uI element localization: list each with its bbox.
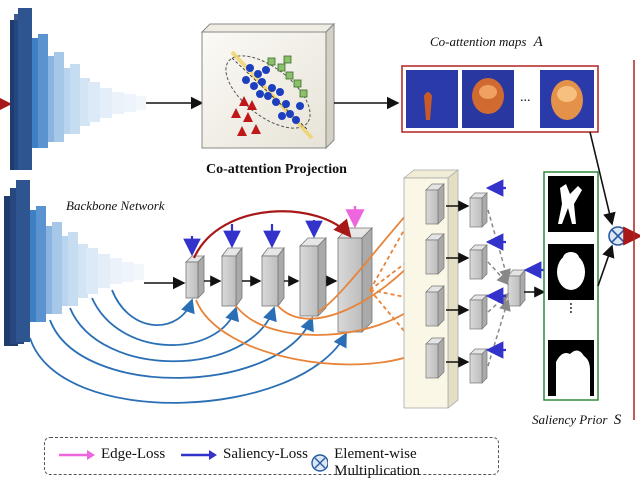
side-saliency-loss-arrows [485, 179, 544, 359]
saliency-loss-legend-arrow [181, 449, 217, 460]
fusion-block-1 [425, 183, 445, 225]
maps-ellipsis: ... [520, 90, 531, 105]
fusion-block-3 [425, 285, 445, 327]
feature-block-4 [299, 237, 327, 317]
top-backbone [0, 8, 204, 170]
saliency-map-2 [548, 244, 594, 300]
prior-ellipsis: ... [566, 302, 583, 314]
multiplication-icon [311, 454, 329, 472]
coattention-maps-symbol: A [533, 34, 543, 50]
legend-saliency-loss: Saliency-Loss [179, 446, 308, 463]
decoder-saliency-loss-arrows [183, 220, 323, 257]
side-block-1 [469, 192, 488, 228]
coattention-projection-box [200, 22, 336, 150]
legend-saliency-loss-label: Saliency-Loss [223, 446, 308, 462]
feature-block-2 [221, 246, 243, 308]
feature-block-1 [185, 255, 205, 299]
side-block-2 [469, 244, 488, 280]
legend-edge-loss: Edge-Loss [57, 446, 165, 463]
side-output-arrows [446, 200, 546, 368]
bottom-backbone [4, 180, 186, 346]
saliency-prior-panel [543, 171, 599, 401]
side-output-blocks [469, 192, 526, 384]
feature-block-3 [261, 246, 285, 308]
element-wise-multiplication-node [608, 226, 628, 246]
decoder-features [185, 227, 373, 333]
fusion-block-4 [425, 337, 445, 379]
green-points [267, 55, 308, 98]
fusion-module [402, 169, 460, 409]
coattention-maps-label: Co-attention maps [430, 34, 527, 49]
saliency-prior-symbol: S [613, 412, 622, 428]
blue-points [242, 64, 304, 124]
coattention-maps-panel [401, 65, 599, 133]
gray-dashed-arrows [487, 209, 511, 367]
side-block-final [507, 269, 526, 307]
saliency-map-3 [548, 340, 594, 396]
legend-multiplication-label: Element-wise Multiplication [334, 446, 420, 479]
prior-ellipsis-text: ... [566, 302, 583, 314]
coattention-projection-title: Co-attention Projection [206, 162, 347, 177]
legend: Edge-Loss Saliency-Loss Element-wise Mul… [44, 437, 499, 479]
legend-edge-loss-label: Edge-Loss [101, 446, 166, 462]
red-skip-arrow [192, 210, 352, 259]
coattention-maps-title: Co-attention maps A [430, 34, 543, 51]
legend-multiplication: Element-wise Multiplication [311, 446, 498, 480]
side-block-4 [469, 348, 488, 384]
backbone-network-title: Backbone Network [66, 198, 165, 213]
side-block-3 [469, 294, 488, 330]
fusion-block-2 [425, 233, 445, 275]
top-backbone-layers [10, 8, 146, 170]
saliency-map-1 [548, 176, 594, 232]
edge-loss-legend-arrow [59, 449, 95, 460]
red-points [231, 96, 261, 136]
blue-skip-arrows [29, 289, 347, 404]
feature-block-5 [337, 227, 373, 333]
saliency-prior-title: Saliency Prior S [532, 412, 621, 429]
saliency-prior-label: Saliency Prior [532, 412, 608, 427]
coattention-map-1 [406, 70, 458, 128]
